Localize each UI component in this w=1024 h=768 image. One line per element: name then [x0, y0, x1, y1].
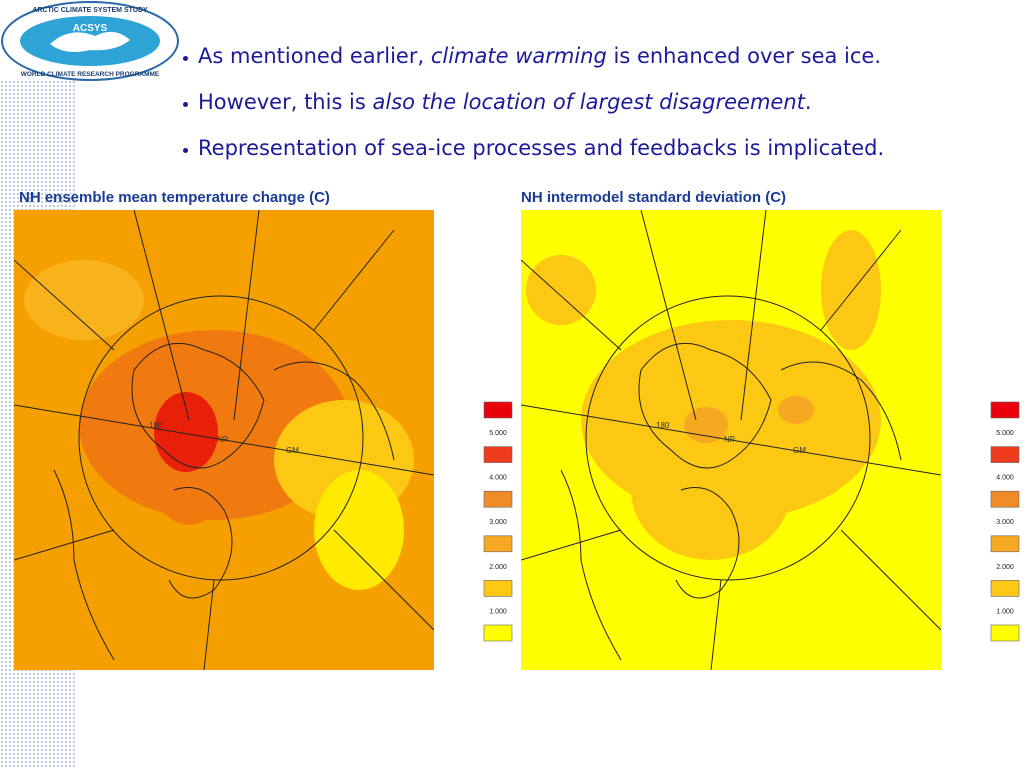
bullet-list: As mentioned earlier, climate warming is… — [183, 44, 884, 182]
legend: 5.000 4.000 3.000 2.000 1.000 — [990, 401, 1020, 642]
legend-label: 2.000 — [996, 564, 1014, 571]
grid-label: GM — [793, 446, 806, 455]
bullet: As mentioned earlier, climate warming is… — [183, 44, 884, 90]
grid-label: NP — [724, 435, 735, 444]
contour — [684, 407, 728, 443]
contour — [821, 230, 881, 350]
contour — [24, 260, 144, 340]
legend-swatch — [990, 401, 1020, 419]
legend-label: 3.000 — [996, 519, 1014, 526]
legend-swatch — [483, 624, 513, 642]
legend-label: 5.000 — [996, 430, 1014, 437]
graticule — [14, 210, 434, 670]
grid-label: GM — [286, 446, 299, 455]
legend-label: 2.000 — [489, 564, 507, 571]
grid-label: NP — [217, 435, 228, 444]
legend-swatch — [990, 490, 1020, 508]
contour — [154, 392, 218, 472]
contour — [778, 396, 814, 424]
logo-bottom: WORLD CLIMATE RESEARCH PROGRAMME — [21, 71, 160, 78]
legend-label: 3.000 — [489, 519, 507, 526]
legend-label: 1.000 — [489, 608, 507, 615]
legend-label: 4.000 — [489, 475, 507, 482]
bullet: Representation of sea-ice processes and … — [183, 136, 884, 182]
bullet: However, this is also the location of la… — [183, 90, 884, 136]
map: 180 NP GM — [521, 210, 941, 670]
legend-swatch — [483, 535, 513, 553]
legend-label: 4.000 — [996, 475, 1014, 482]
legend-swatch — [990, 535, 1020, 553]
logo-top: ARCTIC CLIMATE SYSTEM STUDY — [32, 7, 148, 14]
bullet-dot — [183, 102, 188, 107]
legend-swatch — [483, 490, 513, 508]
bullet-text: . — [804, 90, 812, 114]
legend-swatch — [483, 401, 513, 419]
contour — [314, 470, 404, 590]
bullet-text: is enhanced over sea ice. — [606, 44, 882, 68]
logo-ice — [50, 31, 130, 52]
bullet-text: As mentioned earlier, — [198, 44, 431, 68]
panel-title: NH intermodel standard deviation (C) — [521, 189, 787, 206]
legend-swatch — [990, 580, 1020, 597]
legend-label: 1.000 — [996, 608, 1014, 615]
logo-center: ACSYS — [73, 23, 108, 34]
legend: 5.000 4.000 3.000 2.000 1.000 — [483, 401, 513, 642]
bullet-dot — [183, 56, 188, 61]
legend-swatch — [990, 624, 1020, 642]
bullet-dot — [183, 148, 188, 153]
logo: ARCTIC CLIMATE SYSTEM STUDY ACSYS WORLD … — [1, 1, 179, 81]
bullet-text: climate warming — [430, 44, 607, 68]
legend-swatch — [483, 446, 513, 463]
contour — [631, 420, 791, 560]
grid-label: 180 — [149, 421, 163, 430]
contour — [526, 255, 596, 325]
panel-title: NH ensemble mean temperature change (C) — [19, 189, 330, 206]
graticule — [521, 210, 941, 670]
map: 180 NP GM — [14, 210, 434, 670]
bullet-text: Representation of sea-ice processes and … — [198, 136, 885, 160]
bullet-text: However, this is — [198, 90, 373, 114]
legend-swatch — [990, 446, 1020, 463]
legend-swatch — [483, 580, 513, 597]
grid-label: 180 — [656, 421, 670, 430]
legend-label: 5.000 — [489, 430, 507, 437]
bullet-text: also the location of largest disagreemen… — [372, 90, 805, 114]
